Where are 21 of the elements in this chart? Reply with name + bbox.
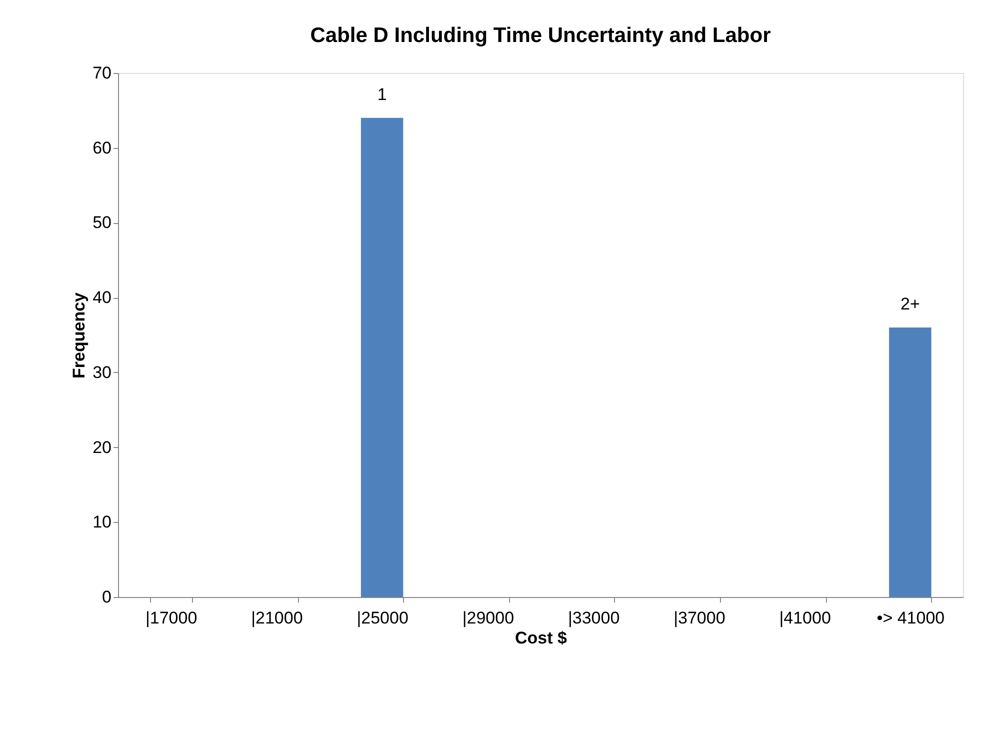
x-tick-label: |41000 xyxy=(779,608,831,628)
chart-title: Cable D Including Time Uncertainty and Labor xyxy=(310,24,771,47)
x-axis-title: Cost $ xyxy=(515,628,568,648)
x-tick-label: |37000 xyxy=(674,608,726,628)
y-tick-label: 30 xyxy=(92,362,112,382)
x-tick-label: |25000 xyxy=(356,608,408,628)
x-tick-label: |29000 xyxy=(462,608,514,628)
y-tick-label: 50 xyxy=(92,213,112,232)
annotation: 1 xyxy=(377,84,387,104)
y-tick-label: 70 xyxy=(92,64,112,82)
y-tick-label: 60 xyxy=(92,138,112,158)
x-tick-label: |17000 xyxy=(145,608,198,628)
x-tick-label: •> 41000 xyxy=(876,608,945,628)
x-tick-label: |33000 xyxy=(568,608,620,628)
y-tick-label: 20 xyxy=(92,438,112,457)
y-tick-label: 0 xyxy=(102,588,112,606)
y-tick-label: 40 xyxy=(92,288,112,308)
y-tick-label: 10 xyxy=(92,512,112,532)
x-tick-label: |21000 xyxy=(251,608,303,628)
annotation: 2+ xyxy=(900,294,920,314)
y-axis-title: Frequency xyxy=(70,292,89,378)
